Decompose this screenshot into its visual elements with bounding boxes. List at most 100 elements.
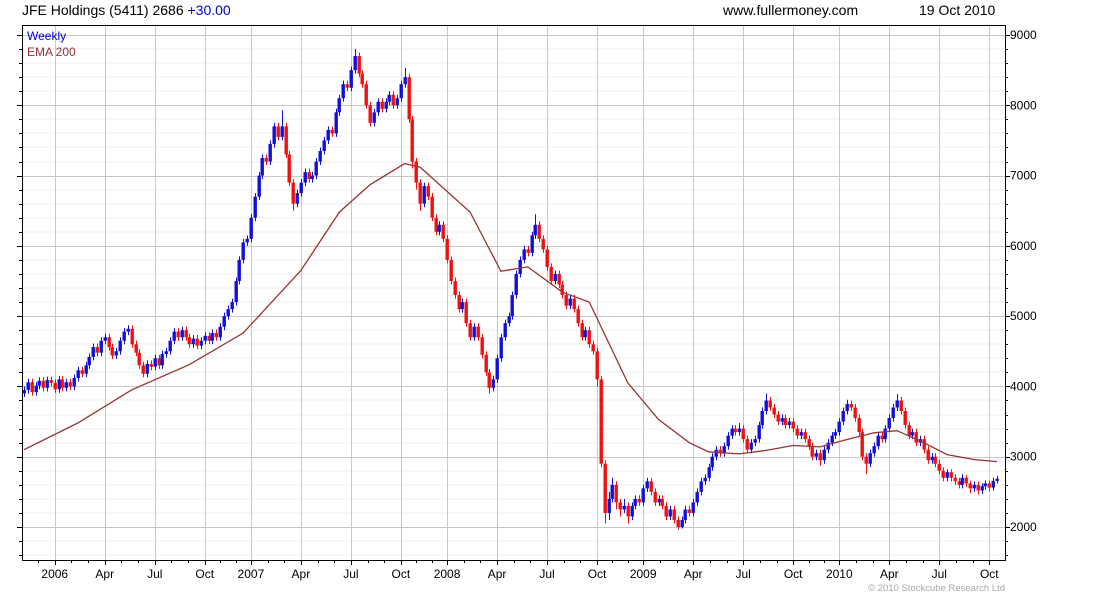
y-tick-label: 6000 [1010, 239, 1037, 253]
candle-down [976, 484, 980, 491]
candle-down [941, 470, 945, 478]
candle-down [49, 380, 53, 383]
x-tick-label: Jul [343, 567, 358, 581]
candle-up [103, 337, 107, 341]
candle-down [903, 411, 907, 426]
candle-up [730, 428, 734, 436]
candle-up [45, 380, 49, 388]
x-tick-label: Apr [880, 567, 899, 581]
candle-up [530, 235, 534, 253]
candle-up [507, 316, 511, 324]
candle-up [995, 478, 999, 481]
candle-down [364, 84, 368, 106]
x-tick-label: 2008 [434, 567, 461, 581]
candle-up [633, 498, 637, 506]
x-tick-label: 2009 [630, 567, 657, 581]
candle-up [610, 484, 614, 499]
candle-down [572, 298, 576, 310]
candle-up [337, 98, 341, 113]
candle-up [230, 302, 234, 310]
candle-down [660, 498, 664, 506]
candle-up [760, 411, 764, 426]
candle-up [172, 331, 176, 341]
candle-down [187, 337, 191, 345]
axis-ticks [17, 35, 1010, 565]
candle-down [587, 330, 591, 345]
candle-up [472, 326, 476, 338]
candle-down [287, 154, 291, 183]
candle-up [780, 418, 784, 422]
candle-down [580, 323, 584, 338]
candle-up [841, 411, 845, 422]
candle-up [930, 456, 934, 461]
candle-up [499, 337, 503, 359]
candle-up [180, 330, 184, 338]
candle-up [237, 259, 241, 281]
candle-down [853, 407, 857, 419]
candle-up [26, 382, 30, 390]
candle-up [622, 505, 626, 510]
candle-down [41, 380, 45, 388]
candle-up [22, 389, 26, 394]
candle-up [607, 498, 611, 513]
candle-up [491, 379, 495, 388]
candle-down [933, 456, 937, 464]
candle-down [80, 370, 84, 374]
candle-up [314, 161, 318, 176]
candle-down [176, 331, 180, 338]
candle-down [457, 295, 461, 310]
candle-down [137, 352, 141, 366]
candle-up [191, 338, 195, 345]
candle-up [683, 509, 687, 520]
candle-up [322, 140, 326, 151]
candle-up [64, 382, 68, 388]
candle-down [603, 463, 607, 513]
candle-down [860, 432, 864, 457]
candle-up [318, 150, 322, 162]
chart-legend: Weekly EMA 200 [27, 28, 76, 60]
candle-down [195, 338, 199, 346]
candle-down [926, 449, 930, 461]
candle-up [753, 439, 757, 443]
gridlines-minor [22, 48, 1005, 556]
candle-up [249, 217, 253, 239]
candle-up [983, 483, 987, 487]
candle-down [434, 217, 438, 232]
candle-up [945, 472, 949, 478]
candle-down [391, 94, 395, 106]
candle-up [726, 435, 730, 447]
candle-up [895, 400, 899, 408]
candle-up [34, 385, 38, 393]
candle-down [849, 404, 853, 408]
candle-down [537, 224, 541, 239]
candle-up [303, 172, 307, 183]
candle-down [307, 172, 311, 180]
candle-up [826, 442, 830, 450]
candle-up [991, 480, 995, 488]
candle-down [476, 326, 480, 338]
candle-up [522, 249, 526, 260]
candle-up [395, 98, 399, 106]
candle-up [872, 446, 876, 454]
candle-down [791, 421, 795, 429]
candle-up [37, 380, 41, 386]
candle-up [91, 347, 95, 357]
candle-up [641, 488, 645, 503]
candle-up [203, 335, 207, 341]
candlesticks [22, 49, 999, 530]
candle-up [241, 242, 245, 260]
candle-down [810, 446, 814, 457]
candle-down [676, 519, 680, 527]
candle-down [407, 77, 411, 120]
y-tick-label: 4000 [1010, 379, 1037, 393]
candle-down [953, 477, 957, 482]
price-change: +30.00 [187, 2, 231, 18]
candle-down [922, 439, 926, 450]
candle-down [60, 379, 64, 388]
candle-down [380, 101, 384, 109]
candle-up [749, 442, 753, 450]
candle-up [799, 432, 803, 436]
candle-up [168, 340, 172, 352]
website-label: www.fullermoney.com [723, 2, 859, 18]
